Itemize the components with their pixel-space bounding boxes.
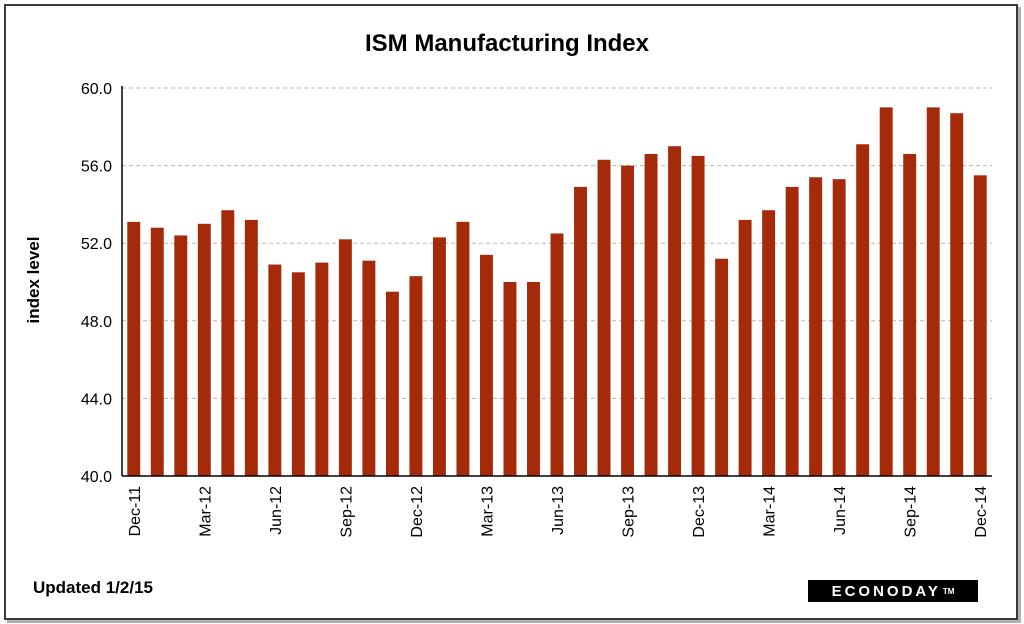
bar [268, 264, 282, 476]
x-tick-label: Dec-13 [691, 486, 708, 538]
bar [715, 258, 729, 476]
bar [597, 159, 611, 476]
y-tick-label: 60.0 [81, 81, 112, 98]
bar [973, 175, 987, 477]
bar [503, 282, 517, 476]
bar [762, 210, 776, 476]
bar [668, 146, 682, 476]
bar [150, 227, 164, 476]
bar [456, 221, 470, 476]
bar [550, 233, 564, 476]
x-tick-label: Jun-12 [268, 486, 285, 535]
bar [221, 210, 235, 476]
chart-title: ISM Manufacturing Index [364, 30, 649, 57]
bar [385, 291, 399, 476]
bar [856, 144, 870, 476]
bar [621, 165, 635, 476]
x-tick-label: Dec-14 [973, 486, 990, 538]
bar [926, 107, 940, 477]
y-tick-label: 48.0 [81, 314, 112, 331]
updated-date: Updated 1/2/15 [33, 578, 153, 597]
bar [738, 219, 752, 477]
bar [574, 186, 587, 476]
bar [362, 260, 376, 476]
x-tick-label: Sep-12 [338, 486, 355, 538]
bar [409, 276, 423, 476]
bar [197, 223, 211, 476]
bar [879, 107, 893, 477]
bar [903, 153, 917, 476]
bar [785, 186, 799, 476]
x-tick-label: Dec-12 [409, 486, 426, 538]
x-tick-label: Mar-12 [197, 486, 214, 537]
x-tick-label: Dec-11 [127, 486, 144, 536]
y-tick-label: 56.0 [81, 159, 112, 176]
logo-text: ECONODAY [831, 582, 941, 600]
y-tick-label: 52.0 [81, 236, 112, 253]
bar [809, 177, 823, 477]
x-tick-label: Jun-14 [832, 486, 849, 535]
y-tick-label: 40.0 [81, 469, 112, 486]
logo-trademark: TM [942, 586, 955, 596]
bar [479, 254, 493, 476]
x-tick-label: Mar-14 [762, 486, 779, 537]
bar [644, 153, 658, 476]
bar [832, 179, 846, 476]
bar [691, 155, 705, 476]
bar [174, 235, 188, 476]
x-tick-label: Sep-14 [903, 486, 920, 538]
econoday-logo: ECONODAY TM [808, 580, 978, 602]
y-tick-label: 44.0 [81, 391, 112, 408]
x-tick-label: Jun-13 [550, 486, 567, 535]
bar [338, 239, 352, 476]
bar [315, 262, 329, 476]
bar [950, 113, 964, 476]
bar [127, 221, 141, 476]
x-tick-label: Sep-13 [621, 486, 638, 538]
bar [244, 219, 258, 477]
bar [432, 237, 446, 476]
bar [527, 282, 540, 476]
bar [291, 272, 305, 476]
x-tick-label: Mar-13 [479, 486, 496, 537]
